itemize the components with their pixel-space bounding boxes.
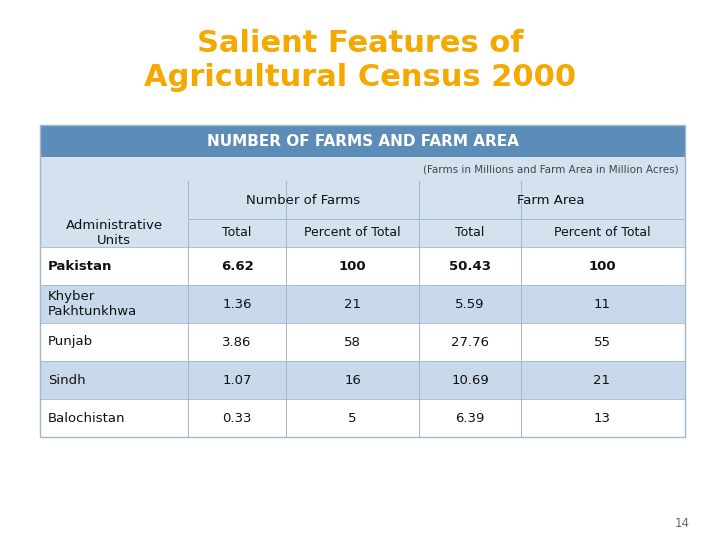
Text: 0.33: 0.33 — [222, 411, 252, 424]
Bar — [40, 247, 685, 285]
Text: (Farms in Millions and Farm Area in Million Acres): (Farms in Millions and Farm Area in Mill… — [423, 164, 679, 174]
Text: Total: Total — [222, 226, 252, 240]
Text: Pakistan: Pakistan — [48, 260, 112, 273]
Text: Number of Farms: Number of Farms — [246, 193, 361, 206]
Text: 13: 13 — [593, 411, 611, 424]
Text: 3.86: 3.86 — [222, 335, 252, 348]
Text: Punjab: Punjab — [48, 335, 93, 348]
Bar — [40, 181, 685, 247]
Bar — [40, 285, 685, 323]
Text: Percent of Total: Percent of Total — [304, 226, 401, 240]
Text: 100: 100 — [588, 260, 616, 273]
Text: Salient Features of: Salient Features of — [197, 29, 523, 57]
Text: Farm Area: Farm Area — [517, 193, 585, 206]
Bar — [40, 125, 685, 437]
Text: 16: 16 — [344, 374, 361, 387]
Text: 10.69: 10.69 — [451, 374, 489, 387]
Text: 5: 5 — [348, 411, 356, 424]
Text: Administrative
Units: Administrative Units — [66, 219, 163, 247]
Text: Total: Total — [455, 226, 485, 240]
Text: 55: 55 — [593, 335, 611, 348]
Text: 6.39: 6.39 — [455, 411, 485, 424]
Text: 11: 11 — [593, 298, 611, 310]
Text: 21: 21 — [344, 298, 361, 310]
Text: 5.59: 5.59 — [455, 298, 485, 310]
Text: NUMBER OF FARMS AND FARM AREA: NUMBER OF FARMS AND FARM AREA — [207, 133, 518, 148]
Text: 100: 100 — [338, 260, 366, 273]
Bar — [40, 361, 685, 399]
Text: 27.76: 27.76 — [451, 335, 489, 348]
Text: Percent of Total: Percent of Total — [554, 226, 650, 240]
Text: Sindh: Sindh — [48, 374, 86, 387]
Text: 1.07: 1.07 — [222, 374, 252, 387]
Text: 50.43: 50.43 — [449, 260, 491, 273]
Text: 14: 14 — [675, 517, 690, 530]
Bar — [40, 157, 685, 181]
Bar — [40, 323, 685, 361]
Text: Balochistan: Balochistan — [48, 411, 125, 424]
Text: Agricultural Census 2000: Agricultural Census 2000 — [144, 64, 576, 92]
Bar — [40, 399, 685, 437]
Bar — [40, 125, 685, 157]
Text: 1.36: 1.36 — [222, 298, 252, 310]
Text: 6.62: 6.62 — [220, 260, 253, 273]
Text: 21: 21 — [593, 374, 611, 387]
Text: 58: 58 — [344, 335, 361, 348]
Text: Khyber
Pakhtunkhwa: Khyber Pakhtunkhwa — [48, 290, 138, 318]
